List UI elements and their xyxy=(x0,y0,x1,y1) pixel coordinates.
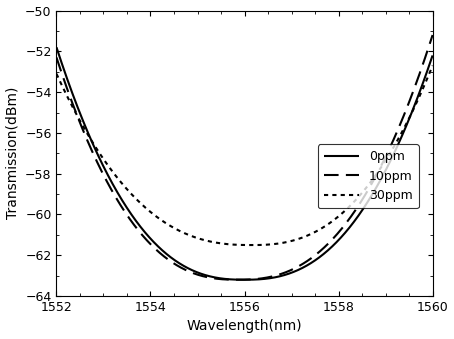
10ppm xyxy=(54,55,59,59)
30ppm xyxy=(214,241,220,245)
Line: 0ppm: 0ppm xyxy=(56,47,433,280)
0ppm xyxy=(97,156,102,160)
10ppm xyxy=(382,156,388,160)
30ppm xyxy=(119,181,124,185)
10ppm xyxy=(198,274,203,278)
Line: 10ppm: 10ppm xyxy=(56,35,433,280)
0ppm xyxy=(54,45,59,49)
0ppm xyxy=(119,198,124,202)
0ppm xyxy=(382,170,388,174)
30ppm xyxy=(382,160,388,164)
10ppm xyxy=(97,165,102,169)
X-axis label: Wavelength(nm): Wavelength(nm) xyxy=(187,319,302,334)
30ppm xyxy=(430,64,435,68)
30ppm xyxy=(198,237,203,241)
0ppm xyxy=(242,278,247,282)
30ppm xyxy=(249,243,254,247)
Y-axis label: Transmission(dBm): Transmission(dBm) xyxy=(5,87,20,219)
Legend: 0ppm, 10ppm, 30ppm: 0ppm, 10ppm, 30ppm xyxy=(317,144,419,208)
30ppm xyxy=(54,72,59,76)
10ppm xyxy=(235,278,240,282)
0ppm xyxy=(430,53,435,57)
30ppm xyxy=(423,81,428,85)
10ppm xyxy=(119,205,124,209)
10ppm xyxy=(423,55,428,59)
0ppm xyxy=(198,272,203,276)
Line: 30ppm: 30ppm xyxy=(56,66,433,245)
0ppm xyxy=(423,75,428,79)
0ppm xyxy=(214,276,220,280)
10ppm xyxy=(214,277,220,281)
30ppm xyxy=(97,151,102,155)
10ppm xyxy=(430,33,435,37)
